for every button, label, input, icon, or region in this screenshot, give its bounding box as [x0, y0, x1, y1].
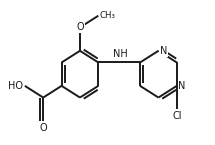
Text: HO: HO: [8, 81, 23, 91]
Text: NH: NH: [113, 49, 127, 59]
Text: O: O: [39, 123, 47, 133]
Text: CH₃: CH₃: [100, 11, 116, 20]
Text: N: N: [160, 46, 167, 56]
Text: O: O: [76, 22, 84, 32]
Text: N: N: [178, 81, 186, 91]
Text: Cl: Cl: [172, 111, 181, 121]
